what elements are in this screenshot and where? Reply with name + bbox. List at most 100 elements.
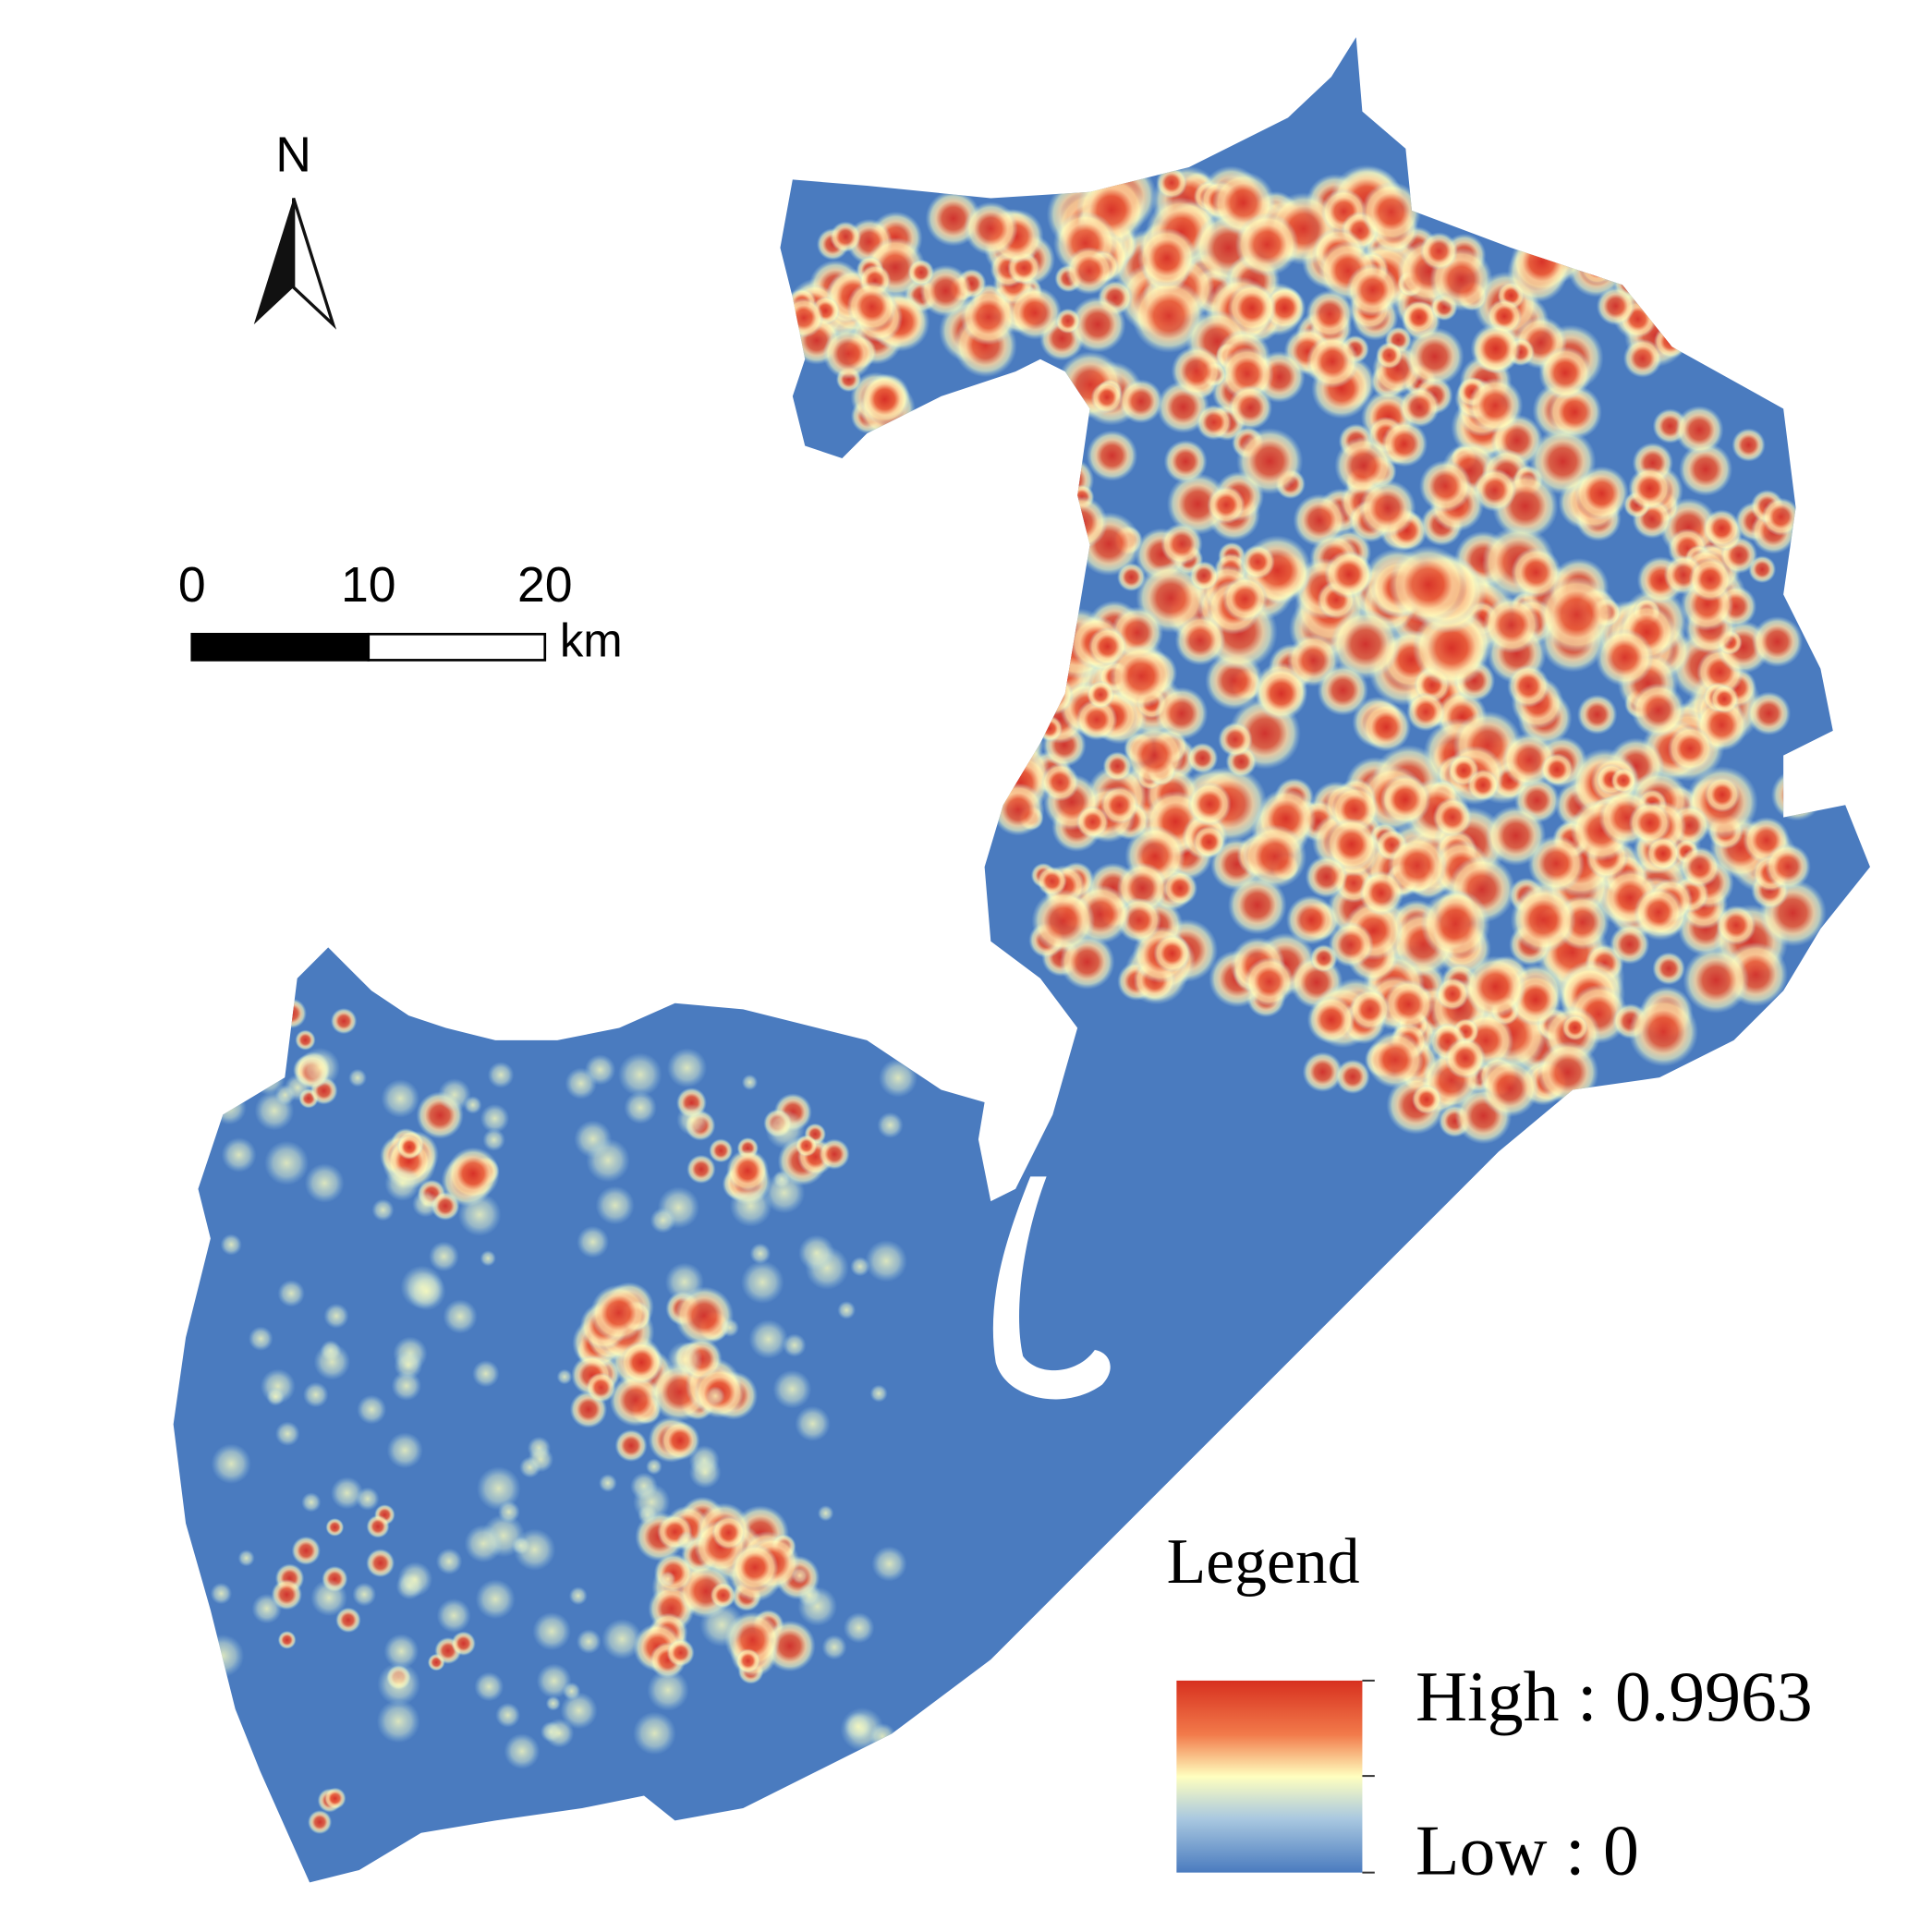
- faint-spot: [660, 1571, 676, 1587]
- hotspot: [710, 1582, 736, 1609]
- hotspot: [291, 1536, 321, 1566]
- north-arrow: N: [253, 128, 337, 330]
- hotspot: [1467, 377, 1524, 433]
- hotspot: [1610, 768, 1636, 794]
- hotspot: [1646, 836, 1680, 870]
- hotspot: [1538, 576, 1615, 653]
- faint-spot: [664, 1262, 704, 1302]
- hotspot: [1242, 824, 1307, 889]
- scale-segment: [367, 632, 547, 662]
- river-inlet: [992, 1176, 1111, 1400]
- hotspot: [446, 1147, 500, 1200]
- faint-spot: [837, 1301, 857, 1319]
- hotspot: [674, 1286, 735, 1346]
- hotspot: [1537, 1040, 1599, 1103]
- faint-spot: [869, 1384, 888, 1403]
- hotspot: [1302, 1051, 1343, 1093]
- legend-low: Low : 0: [1416, 1810, 1639, 1889]
- hotspot: [1464, 955, 1526, 1018]
- faint-spot: [528, 1446, 554, 1473]
- hotspot: [1031, 889, 1096, 954]
- hotspot: [964, 201, 1018, 256]
- hotspot: [1064, 247, 1113, 296]
- hotspot: [1406, 692, 1446, 732]
- hotspot: [1361, 181, 1422, 242]
- hotspot: [1040, 763, 1079, 802]
- hotspot: [992, 409, 1059, 476]
- hotspot: [1375, 341, 1403, 370]
- hotspot: [1174, 614, 1226, 666]
- hotspot: [709, 1138, 734, 1163]
- hotspot: [1218, 722, 1253, 758]
- faint-spot: [352, 1582, 377, 1607]
- hotspot: [1166, 473, 1229, 536]
- hotspot: [978, 665, 1016, 703]
- hotspot: [1033, 674, 1074, 715]
- hotspot: [1017, 622, 1050, 653]
- north-label: N: [275, 128, 311, 183]
- hotspot: [1631, 683, 1686, 737]
- faint-spot: [740, 1260, 784, 1305]
- hotspot: [1444, 1038, 1487, 1079]
- hotspot: [1036, 715, 1063, 742]
- faint-spot: [371, 1198, 395, 1221]
- north-arrow-right: [291, 197, 337, 330]
- faint-spot: [676, 1103, 709, 1136]
- hotspot: [1054, 495, 1108, 550]
- faint-spot: [495, 1702, 521, 1728]
- hotspot: [1683, 947, 1750, 1014]
- faint-spot: [304, 1163, 345, 1203]
- faint-spot: [474, 1671, 504, 1702]
- hotspot: [1404, 327, 1464, 386]
- hotspot: [589, 1284, 648, 1342]
- hotspot: [1153, 934, 1192, 973]
- hotspot: [1154, 687, 1209, 741]
- hotspot: [1306, 289, 1355, 338]
- faint-spot: [624, 1091, 657, 1124]
- hotspot: [1087, 680, 1115, 709]
- hotspot: [1220, 346, 1274, 401]
- hotspot: [1156, 166, 1188, 199]
- hotspot: [1411, 1084, 1442, 1115]
- hotspot: [1325, 818, 1379, 871]
- hotspot: [276, 998, 307, 1029]
- hotspot: [614, 1429, 648, 1463]
- hotspot: [1361, 702, 1412, 752]
- hotspot: [1561, 1015, 1588, 1041]
- hotspot: [1473, 468, 1517, 513]
- hotspot: [1610, 924, 1650, 965]
- hotspot: [1334, 436, 1393, 495]
- hotspot: [1751, 615, 1804, 668]
- hotspot: [1596, 286, 1635, 326]
- faint-spot: [301, 1492, 322, 1513]
- faint-spot: [201, 1701, 229, 1729]
- faint-spot: [633, 1711, 676, 1756]
- hotspot: [1485, 805, 1547, 867]
- hotspot: [1305, 855, 1348, 899]
- faint-spot: [586, 1138, 630, 1183]
- faint-spot: [277, 1280, 305, 1307]
- hotspot: [1576, 694, 1618, 735]
- hotspot: [846, 281, 897, 332]
- hotspot: [1359, 870, 1404, 916]
- hotspot: [586, 1372, 616, 1403]
- faint-spot: [212, 1090, 247, 1125]
- scale-tick-label: 0: [178, 557, 206, 613]
- hotspot: [1580, 250, 1615, 285]
- faint-spot: [877, 1112, 904, 1138]
- hotspot: [653, 1553, 693, 1593]
- hotspot: [660, 1420, 700, 1461]
- hotspot: [822, 328, 874, 380]
- hotspot: [1069, 296, 1126, 353]
- hotspot: [1100, 785, 1139, 825]
- legend: Legend High : 0.9963 Low : 0: [1167, 1526, 1813, 1889]
- faint-spot: [482, 1128, 505, 1151]
- faint-spot: [576, 1629, 601, 1655]
- faint-spot: [568, 1586, 588, 1606]
- faint-spot: [504, 1733, 541, 1769]
- hotspot: [1634, 887, 1683, 937]
- hotspot: [1470, 323, 1522, 374]
- faint-spot: [729, 1185, 772, 1227]
